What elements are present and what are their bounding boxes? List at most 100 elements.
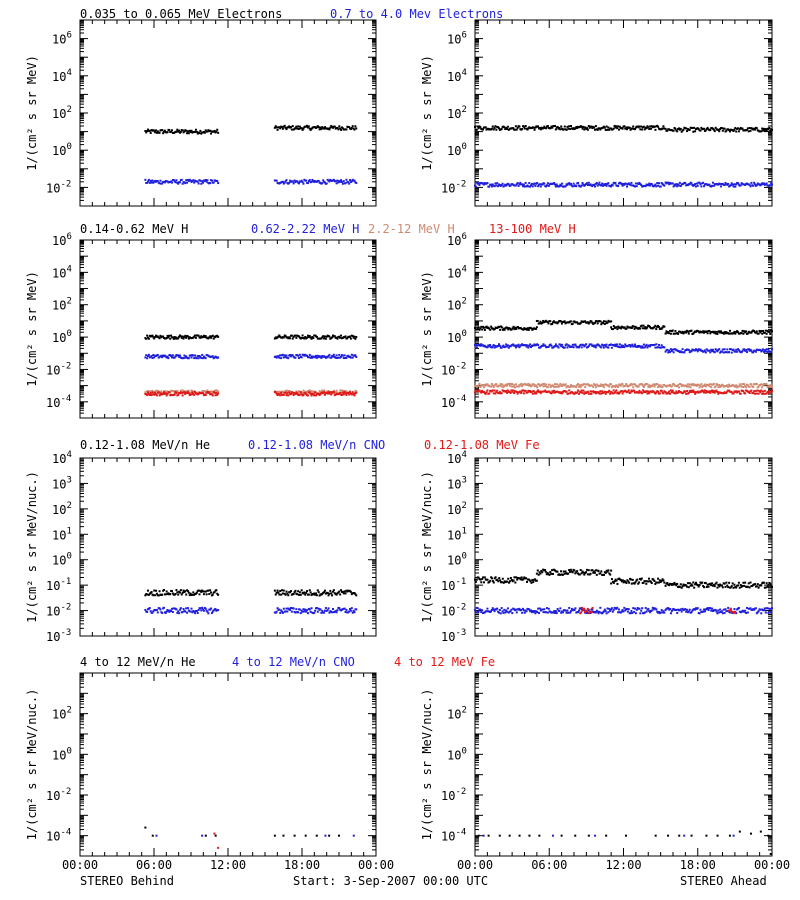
data-point	[197, 334, 200, 337]
data-point	[512, 579, 515, 582]
data-point	[734, 185, 737, 188]
data-point	[320, 611, 323, 614]
data-point	[294, 356, 297, 359]
data-point	[689, 391, 692, 394]
data-point	[746, 127, 749, 130]
data-point	[623, 326, 626, 329]
data-point	[163, 606, 166, 609]
data-point	[491, 125, 494, 128]
data-point	[678, 181, 681, 184]
data-point	[201, 180, 204, 183]
data-point	[186, 391, 189, 394]
data-point	[594, 569, 597, 572]
data-point	[623, 346, 626, 349]
data-point	[762, 350, 765, 353]
data-point	[718, 384, 721, 387]
data-point	[512, 389, 515, 392]
data-point	[737, 331, 740, 334]
data-point	[592, 344, 595, 347]
data-point	[624, 127, 627, 130]
data-point	[761, 386, 764, 389]
data-point	[316, 589, 319, 592]
data-point	[626, 128, 629, 131]
data-point	[330, 393, 333, 396]
data-point	[148, 394, 151, 397]
data-point	[664, 350, 667, 353]
data-point	[554, 128, 557, 131]
data-point	[517, 385, 520, 388]
data-point	[299, 612, 302, 615]
data-point	[208, 336, 211, 339]
data-point	[165, 337, 168, 340]
data-point	[603, 323, 606, 326]
data-point	[596, 128, 599, 131]
data-point	[522, 577, 525, 580]
data-point	[306, 394, 309, 397]
data-point	[321, 336, 324, 339]
data-point	[210, 591, 213, 594]
data-point	[749, 185, 752, 188]
data-point	[194, 612, 197, 615]
data-point	[477, 576, 480, 579]
data-point	[194, 390, 197, 393]
data-point	[538, 571, 541, 574]
data-point	[561, 182, 564, 185]
data-point	[486, 389, 489, 392]
data-point	[738, 383, 741, 386]
data-point	[539, 128, 542, 131]
data-point	[213, 356, 216, 359]
data-point	[561, 343, 564, 346]
data-point	[171, 592, 174, 595]
data-point	[624, 343, 627, 346]
data-point	[614, 386, 617, 389]
data-point	[199, 129, 202, 132]
data-point	[617, 125, 620, 128]
data-point	[186, 181, 189, 184]
data-point	[587, 345, 590, 348]
data-point	[758, 329, 761, 332]
data-point	[278, 593, 281, 596]
data-point	[680, 385, 683, 388]
data-point	[559, 573, 562, 576]
data-point	[160, 390, 163, 393]
data-point	[501, 328, 504, 331]
data-point	[329, 391, 332, 394]
data-point	[481, 328, 484, 331]
data-point	[594, 384, 597, 387]
data-point	[507, 328, 510, 331]
data-point	[174, 355, 177, 358]
data-point	[195, 130, 198, 133]
data-point	[610, 582, 613, 585]
data-point	[703, 384, 706, 387]
data-point	[530, 346, 533, 349]
data-point	[155, 394, 158, 397]
data-point	[643, 327, 646, 330]
data-point	[584, 126, 587, 129]
data-point	[714, 348, 717, 351]
data-point	[656, 581, 659, 584]
data-point	[632, 386, 635, 389]
data-point	[586, 184, 589, 187]
data-point	[286, 592, 289, 595]
data-point	[686, 383, 689, 386]
data-point	[338, 607, 341, 610]
data-point	[637, 582, 640, 585]
data-point	[669, 392, 672, 395]
data-point	[613, 580, 616, 583]
data-point	[527, 127, 530, 130]
data-point	[282, 356, 285, 359]
data-point	[732, 348, 735, 351]
data-point	[578, 384, 581, 387]
data-point	[310, 127, 313, 130]
data-point	[161, 182, 164, 185]
data-point	[571, 571, 574, 574]
data-point	[743, 330, 746, 333]
data-point	[274, 125, 277, 128]
data-point	[189, 592, 192, 595]
data-point	[657, 390, 660, 393]
data-point	[596, 322, 599, 325]
data-point	[297, 125, 300, 128]
data-point	[317, 607, 320, 610]
data-point	[323, 337, 326, 340]
data-point	[761, 392, 764, 395]
